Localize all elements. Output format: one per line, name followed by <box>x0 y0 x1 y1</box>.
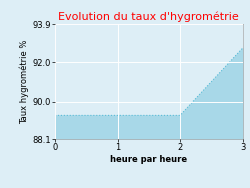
Title: Evolution du taux d'hygrométrie: Evolution du taux d'hygrométrie <box>58 12 239 22</box>
Y-axis label: Taux hygrométrie %: Taux hygrométrie % <box>20 40 30 124</box>
X-axis label: heure par heure: heure par heure <box>110 155 187 164</box>
